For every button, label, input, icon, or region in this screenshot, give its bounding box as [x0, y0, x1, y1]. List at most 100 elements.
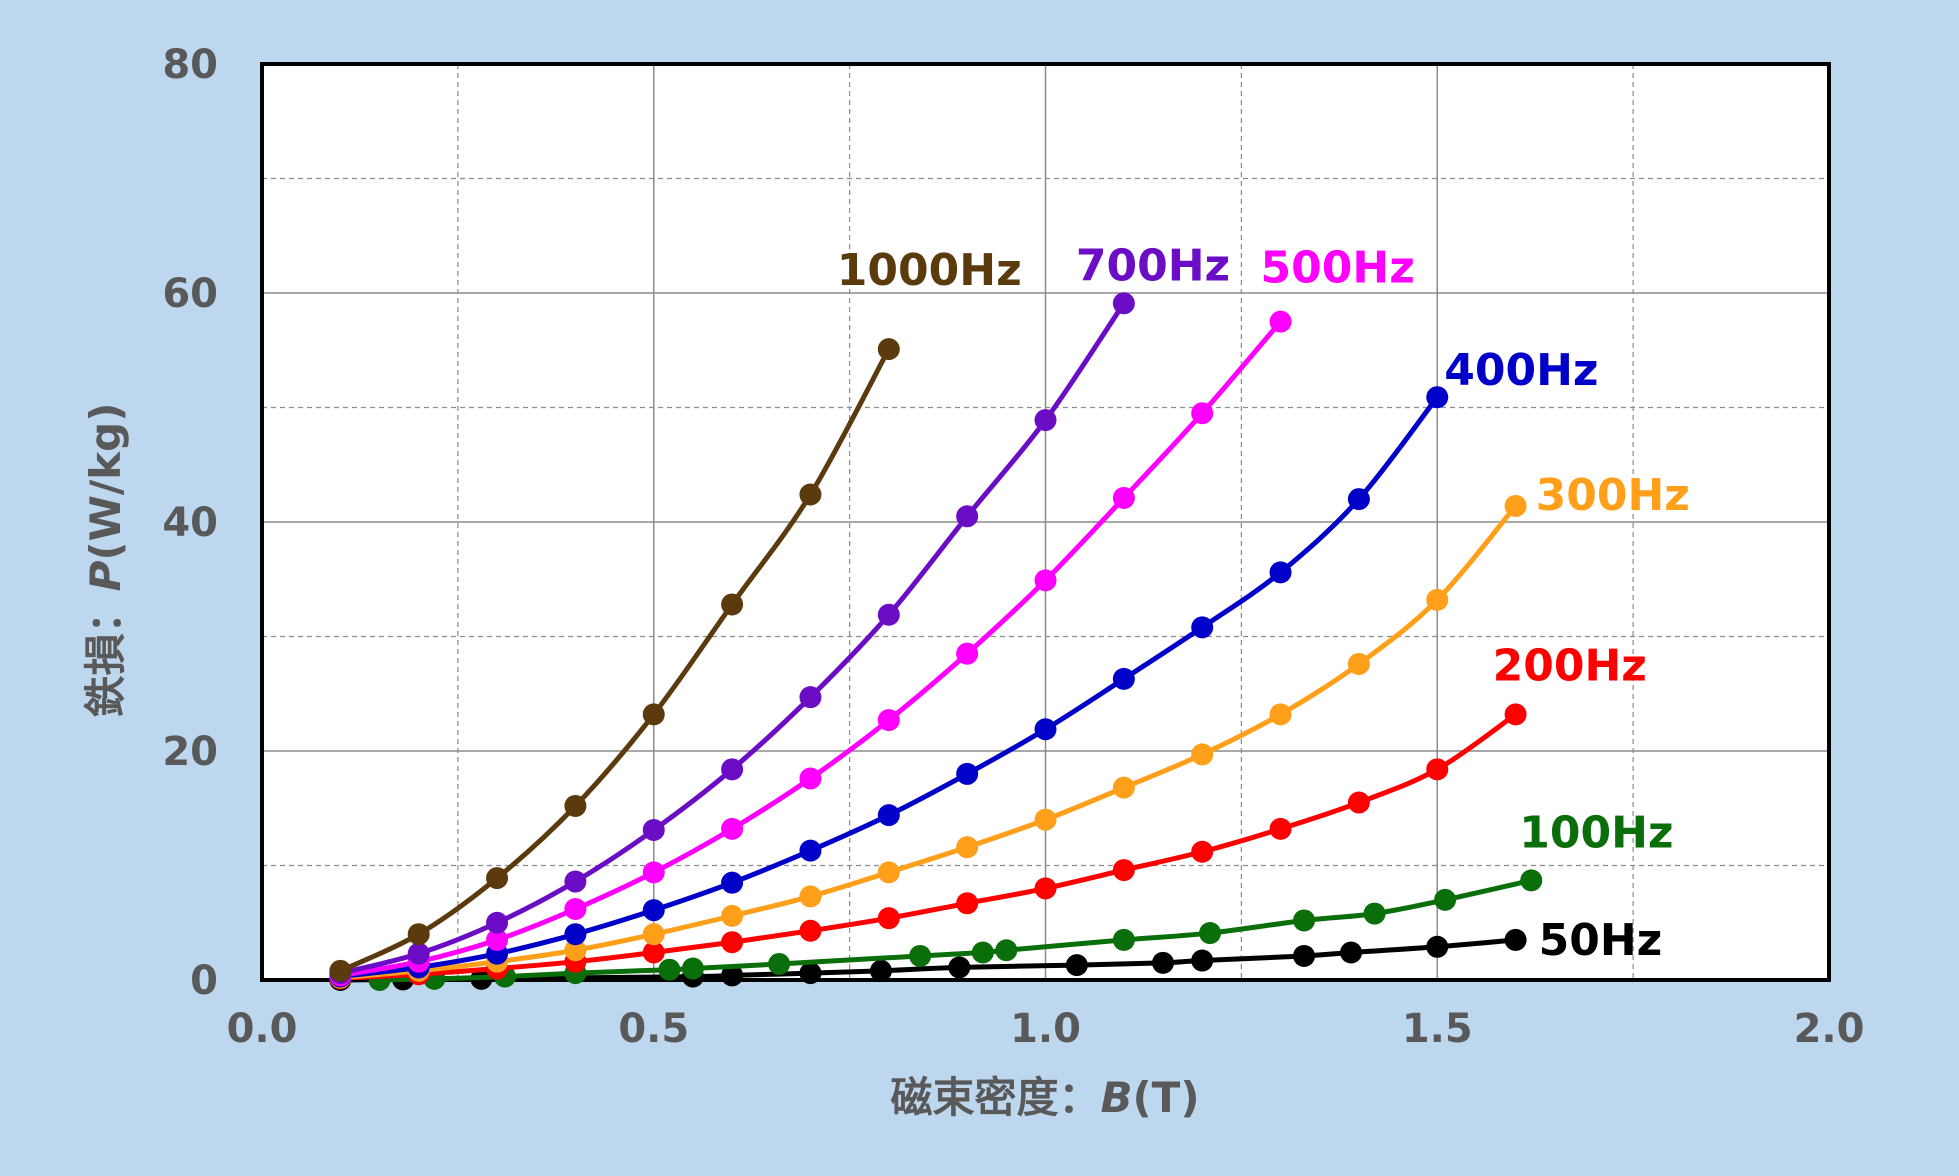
y-tick-label: 40: [162, 500, 218, 546]
data-point-500hz: [1112, 486, 1135, 509]
data-point-700hz: [799, 686, 822, 709]
data-point-500hz: [956, 642, 979, 665]
series-label-700hz: 700Hz: [1076, 240, 1230, 291]
x-tick-label: 1.5: [1402, 1006, 1473, 1052]
data-point-50hz: [1293, 944, 1316, 967]
data-point-500hz: [486, 928, 509, 951]
data-point-50hz: [1504, 928, 1527, 951]
data-point-1000hz: [329, 959, 352, 982]
data-point-700hz: [1034, 409, 1057, 432]
series-group: [329, 292, 1543, 991]
y-tick-label: 80: [162, 42, 218, 88]
data-point-400hz: [956, 762, 979, 785]
series-label-400hz: 400Hz: [1444, 345, 1598, 396]
data-point-1000hz: [721, 593, 744, 616]
tick-labels: 0.0 0.5 1.0 1.5 2.0 0 20 40 60 80: [162, 42, 1864, 1052]
data-point-50hz: [799, 962, 822, 985]
series-label-50hz: 50Hz: [1539, 915, 1663, 966]
data-point-100hz: [1293, 909, 1316, 932]
data-point-500hz: [1191, 402, 1214, 425]
data-point-400hz: [799, 839, 822, 862]
data-point-200hz: [1347, 791, 1370, 814]
data-point-200hz: [1034, 877, 1057, 900]
grid-lines: [262, 64, 1829, 980]
data-point-400hz: [1347, 488, 1370, 511]
x-tick-label: 2.0: [1794, 1006, 1865, 1052]
data-point-300hz: [799, 885, 822, 908]
data-point-300hz: [956, 836, 979, 859]
data-point-500hz: [1269, 310, 1292, 333]
data-point-700hz: [721, 758, 744, 781]
x-axis-title: 磁束密度：B(T): [890, 1073, 1199, 1122]
data-point-100hz: [995, 939, 1018, 962]
data-point-400hz: [1269, 561, 1292, 584]
data-point-1000hz: [799, 483, 822, 506]
data-point-100hz: [1520, 869, 1543, 892]
data-point-400hz: [1426, 386, 1449, 409]
x-axis-title-prefix: 磁束密度：: [890, 1073, 1100, 1122]
data-point-100hz: [768, 952, 791, 975]
data-point-200hz: [1112, 859, 1135, 882]
data-point-400hz: [642, 899, 665, 922]
data-point-200hz: [799, 919, 822, 942]
data-point-200hz: [721, 931, 744, 954]
series-1000hz: [329, 338, 900, 982]
data-point-200hz: [1426, 758, 1449, 781]
data-point-50hz: [1152, 951, 1175, 974]
y-axis-title-unit: (W/kg): [81, 403, 130, 561]
data-point-1000hz: [642, 703, 665, 726]
series-300hz: [329, 494, 1527, 989]
data-point-100hz: [1363, 902, 1386, 925]
data-point-500hz: [564, 898, 587, 921]
data-point-400hz: [1112, 667, 1135, 690]
data-point-1000hz: [407, 923, 430, 946]
data-point-100hz: [971, 941, 994, 964]
x-tick-label: 0.5: [618, 1006, 689, 1052]
y-tick-label: 20: [162, 729, 218, 775]
data-point-500hz: [642, 861, 665, 884]
data-point-200hz: [877, 907, 900, 930]
series-label-1000hz: 1000Hz: [837, 245, 1022, 296]
y-tick-label: 60: [162, 271, 218, 317]
series-label-500hz: 500Hz: [1261, 243, 1415, 294]
data-point-50hz: [1065, 954, 1088, 977]
plot-border: [260, 62, 1831, 982]
data-point-300hz: [1112, 776, 1135, 799]
data-point-200hz: [642, 941, 665, 964]
data-point-50hz: [1191, 949, 1214, 972]
data-point-50hz: [869, 959, 892, 982]
data-point-300hz: [1426, 588, 1449, 611]
data-point-500hz: [877, 709, 900, 732]
data-point-200hz: [1191, 840, 1214, 863]
data-point-700hz: [956, 505, 979, 528]
data-point-50hz: [721, 964, 744, 987]
y-tick-label: 0: [190, 958, 218, 1004]
data-point-700hz: [1112, 292, 1135, 315]
data-point-500hz: [1034, 569, 1057, 592]
data-point-700hz: [486, 911, 509, 934]
data-point-100hz: [909, 944, 932, 967]
data-point-300hz: [1347, 652, 1370, 675]
series-labels: 1000Hz 700Hz 500Hz 400Hz 300Hz 200Hz 100Hz 50Hz: [837, 240, 1690, 966]
data-point-50hz: [1340, 941, 1363, 964]
data-point-100hz: [1112, 928, 1135, 951]
data-point-300hz: [564, 939, 587, 962]
y-axis-title: 鉄損：P(W/kg): [81, 403, 130, 718]
data-point-400hz: [877, 804, 900, 827]
data-point-400hz: [1034, 718, 1057, 741]
series-700hz: [329, 292, 1135, 985]
x-tick-label: 0.0: [227, 1006, 298, 1052]
data-point-1000hz: [564, 794, 587, 817]
data-point-700hz: [564, 870, 587, 893]
data-point-300hz: [877, 861, 900, 884]
x-axis-title-unit: (T): [1132, 1073, 1199, 1122]
data-point-700hz: [642, 819, 665, 842]
data-point-100hz: [681, 957, 704, 980]
series-label-300hz: 300Hz: [1536, 470, 1690, 521]
data-point-400hz: [721, 871, 744, 894]
data-point-50hz: [948, 956, 971, 979]
data-point-50hz: [1426, 935, 1449, 958]
data-point-1000hz: [486, 867, 509, 890]
data-point-300hz: [721, 904, 744, 927]
data-point-100hz: [658, 958, 681, 981]
